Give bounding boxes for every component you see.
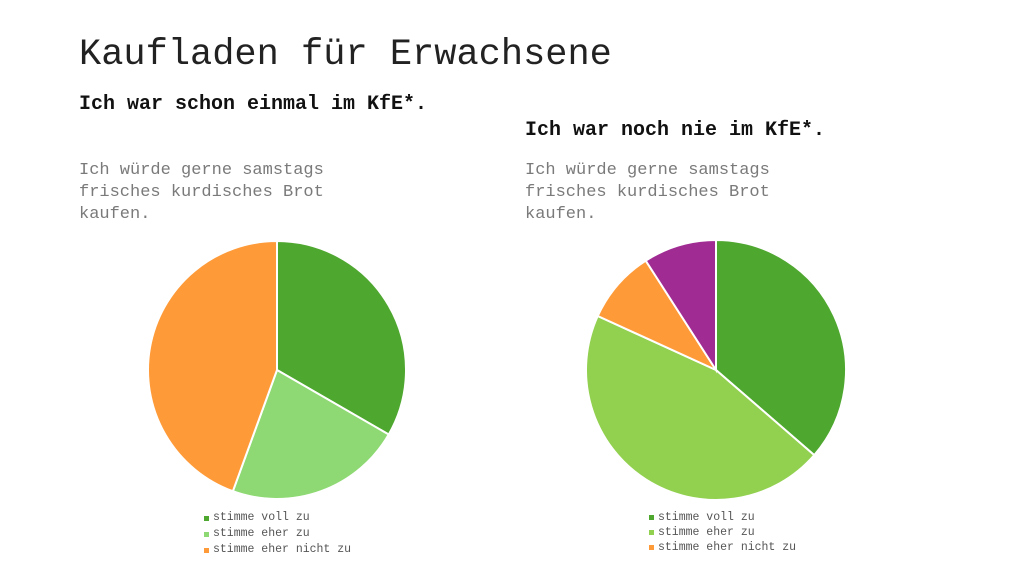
pie-chart-2 bbox=[585, 238, 847, 501]
legend-item: stimme voll zu bbox=[649, 510, 796, 525]
pie-slice bbox=[231, 368, 391, 500]
chart-2-question: Ich würde gerne samstags frisches kurdis… bbox=[525, 161, 770, 224]
legend-swatch bbox=[649, 515, 654, 520]
legend-swatch bbox=[649, 530, 654, 535]
legend-swatch bbox=[204, 547, 209, 553]
legend-swatch bbox=[204, 531, 209, 537]
pie-slice bbox=[644, 238, 717, 374]
legend-item: stimme eher nicht zu bbox=[204, 542, 351, 558]
pie-slice bbox=[585, 314, 816, 501]
legend-item: stimme eher nicht zu bbox=[649, 540, 796, 555]
legend-swatch bbox=[649, 545, 654, 550]
pie-slice bbox=[715, 238, 847, 457]
pie-slice bbox=[276, 239, 407, 436]
pie-slice bbox=[147, 239, 278, 493]
pie-chart-1 bbox=[147, 239, 407, 500]
legend-item: stimme eher zu bbox=[204, 526, 351, 542]
legend-swatch bbox=[204, 515, 209, 521]
chart-1-legend: stimme voll zu stimme eher zu stimme ehe… bbox=[204, 510, 351, 558]
legend-item: stimme voll zu bbox=[204, 510, 351, 526]
chart-1-question: Ich würde gerne samstags frisches kurdis… bbox=[79, 161, 324, 224]
chart-2-title: Ich war noch nie im KfE*. bbox=[525, 119, 826, 142]
chart-2-legend: stimme voll zu stimme eher zu stimme ehe… bbox=[649, 510, 796, 555]
chart-1-title: Ich war schon einmal im KfE*. bbox=[79, 93, 428, 116]
page-title: Kaufladen für Erwachsene bbox=[79, 34, 612, 76]
legend-item: stimme eher zu bbox=[649, 525, 796, 540]
